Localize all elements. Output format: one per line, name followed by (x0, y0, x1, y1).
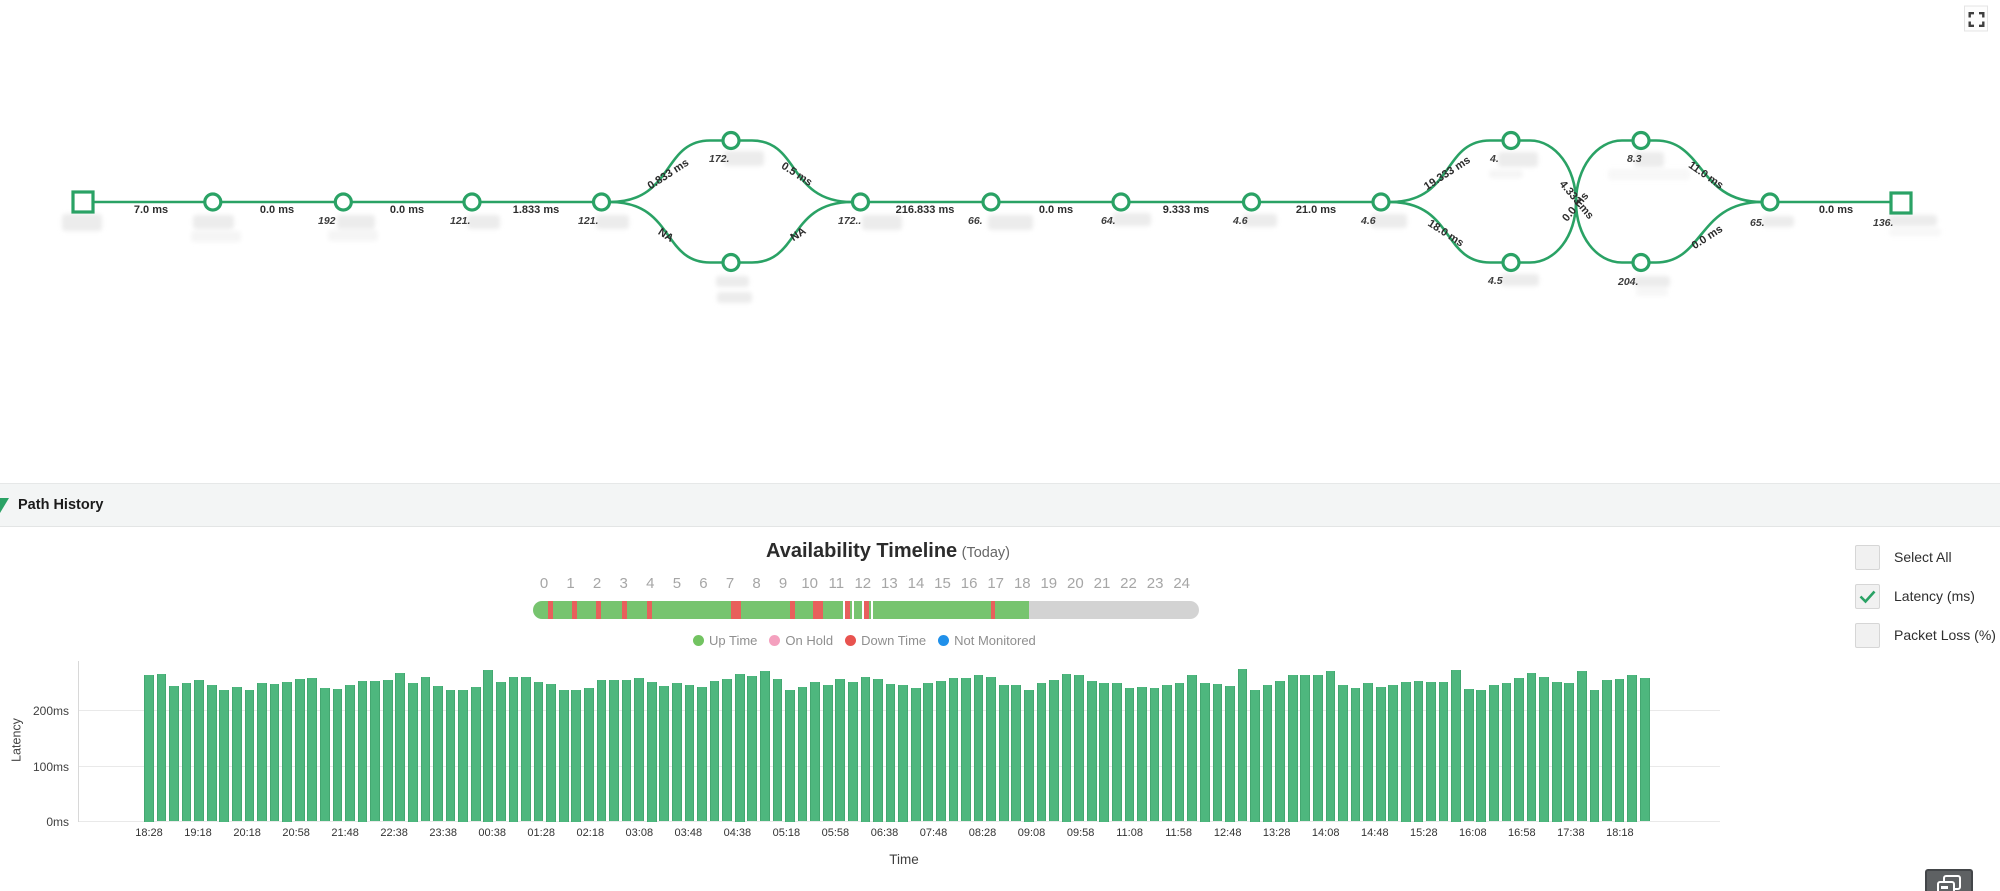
svg-text:21.0 ms: 21.0 ms (1296, 204, 1336, 216)
svg-text:204.: 204. (1617, 276, 1639, 288)
svg-text:0.0 ms: 0.0 ms (390, 204, 424, 216)
svg-text:192: 192 (318, 215, 336, 227)
svg-text:1.833 ms: 1.833 ms (513, 204, 559, 216)
svg-text:8.3: 8.3 (1627, 153, 1642, 165)
svg-text:0.0 ms: 0.0 ms (1039, 204, 1073, 216)
svg-text:4.: 4. (1489, 153, 1499, 165)
svg-text:121.: 121. (450, 215, 471, 227)
svg-text:0.0 ms: 0.0 ms (1819, 204, 1853, 216)
svg-text:19.333 ms: 19.333 ms (1422, 154, 1473, 193)
svg-text:0.833 ms: 0.833 ms (646, 157, 692, 192)
svg-text:0.0 ms: 0.0 ms (260, 204, 294, 216)
svg-text:4.6: 4.6 (1232, 215, 1248, 227)
svg-text:18.0 ms: 18.0 ms (1425, 217, 1465, 249)
svg-text:NA: NA (788, 225, 808, 244)
svg-text:172..: 172.. (838, 215, 861, 227)
svg-text:136.: 136. (1873, 217, 1894, 229)
svg-text:0.5 ms: 0.5 ms (779, 160, 814, 189)
svg-text:65.: 65. (1750, 217, 1765, 229)
svg-text:172.: 172. (709, 153, 730, 165)
svg-text:4.5: 4.5 (1487, 275, 1503, 287)
svg-text:66.: 66. (968, 215, 983, 227)
svg-text:11.0 ms: 11.0 ms (1686, 159, 1725, 192)
svg-text:7.0 ms: 7.0 ms (134, 204, 168, 216)
svg-text:4.6: 4.6 (1360, 215, 1376, 227)
svg-text:216.833 ms: 216.833 ms (896, 204, 955, 216)
svg-text:9.333 ms: 9.333 ms (1163, 204, 1209, 216)
svg-text:121.: 121. (578, 215, 599, 227)
svg-text:64.: 64. (1101, 215, 1116, 227)
